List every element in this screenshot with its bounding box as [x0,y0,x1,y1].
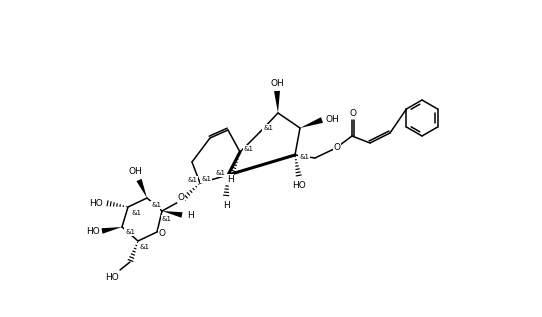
Polygon shape [274,91,280,113]
Text: OH: OH [325,115,339,125]
Polygon shape [162,211,183,218]
Text: H: H [223,200,229,210]
Text: OH: OH [128,167,142,177]
Text: H: H [186,210,193,219]
Text: &1: &1 [299,154,309,160]
Text: O: O [350,108,357,118]
Text: &1: &1 [244,146,254,152]
Polygon shape [101,227,122,234]
Text: OH: OH [270,79,284,87]
Text: &1: &1 [139,244,149,250]
Text: &1: &1 [131,210,141,216]
Text: H: H [227,174,234,184]
Text: HO: HO [105,273,119,281]
Text: HO: HO [292,182,306,191]
Text: O: O [177,193,184,203]
Polygon shape [137,179,147,198]
Text: O: O [158,230,165,238]
Text: O: O [333,143,340,152]
Text: &1: &1 [149,203,159,209]
Text: &1: &1 [125,229,135,235]
Text: HO: HO [89,198,103,208]
Text: HO: HO [86,227,100,236]
Text: &1: &1 [263,125,273,131]
Text: &1: &1 [151,202,161,208]
Text: &1: &1 [187,177,197,183]
Text: &1: &1 [162,216,172,222]
Text: &1: &1 [201,176,211,182]
Text: &1: &1 [215,170,225,176]
Polygon shape [300,117,323,128]
